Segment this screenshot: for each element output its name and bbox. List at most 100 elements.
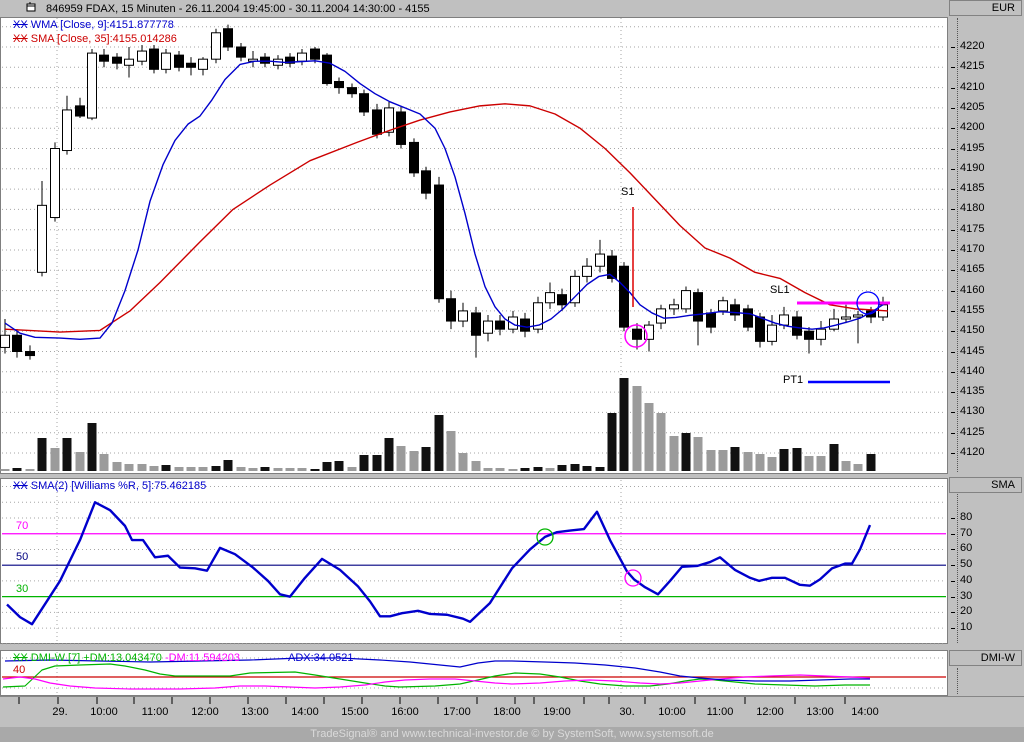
dmi-axis-header: DMI-W <box>949 650 1022 666</box>
window-icon[interactable] <box>26 1 37 16</box>
formula-icon: XX <box>13 480 28 492</box>
price-axis-tick <box>951 128 955 130</box>
s1-signal-text: S1 <box>621 186 635 198</box>
price-axis-tick <box>951 229 955 231</box>
time-axis-label: 19:00 <box>543 706 571 718</box>
footer-credit: TradeSignal® and www.technical-investor.… <box>0 727 1024 742</box>
price-axis-label: 4170 <box>960 243 985 255</box>
price-axis-label: 4210 <box>960 80 985 93</box>
williams-axis-label: 60 <box>960 542 973 555</box>
price-axis-tick <box>951 270 955 272</box>
dmi-axis-tickline <box>957 668 959 694</box>
time-axis-label: 18:00 <box>493 706 521 718</box>
price-axis-label: 4140 <box>960 364 985 377</box>
price-axis-tick <box>951 351 955 353</box>
time-axis-label: 11:00 <box>706 706 734 718</box>
price-axis-tick <box>951 189 955 191</box>
price-axis-label: 4150 <box>960 324 985 337</box>
price-axis-header: EUR <box>949 0 1022 16</box>
formula-icon: XX <box>13 19 28 31</box>
price-axis-label: 4180 <box>960 202 985 215</box>
williams-axis-label: 50 <box>960 558 973 571</box>
legend-sma-text: SMA [Close, 35]:4155.014286 <box>27 33 177 45</box>
price-axis-tick <box>951 371 955 373</box>
price-axis-label: 4205 <box>960 100 985 113</box>
williams-axis-label: 70 <box>960 526 973 539</box>
dmi-level-label-text: 40 <box>13 664 26 676</box>
price-axis-tick <box>951 107 955 109</box>
time-axis-label: 13:00 <box>806 706 834 718</box>
price-axis-tick <box>951 290 955 292</box>
legend-wma: XX WMA [Close, 9]:4151.877778 <box>13 19 174 31</box>
price-axis-tick <box>951 453 955 454</box>
formula-icon: XX <box>13 33 28 45</box>
legend-dmi: XX DMI-W [7] +DM:13.043470 -DM:11.594203 <box>13 652 240 664</box>
williams-axis-tickline <box>957 494 959 643</box>
legend-adx: ADX:34.0521 <box>288 652 353 664</box>
price-axis-header-label: EUR <box>991 2 1015 14</box>
price-axis-tick <box>951 310 955 312</box>
price-axis-label: 4165 <box>960 263 985 276</box>
legend-williams: XX SMA(2) [Williams %R, 5]:75.462185 <box>13 480 206 492</box>
williams-axis-label: 10 <box>960 621 973 634</box>
williams-axis-header-label: SMA <box>991 479 1015 491</box>
williams-axis-label: 30 <box>960 589 973 602</box>
time-axis-label: 30. <box>619 706 635 718</box>
main-price-panel[interactable] <box>0 17 948 474</box>
price-axis-tick <box>951 168 955 170</box>
time-axis-label: 14:00 <box>291 706 319 718</box>
price-axis-label: 4160 <box>960 283 985 296</box>
price-axis-tick <box>951 67 955 69</box>
price-axis-tick <box>951 392 955 394</box>
williams-level-label: 50 <box>16 551 29 564</box>
williams-axis-tick <box>951 596 955 598</box>
time-axis-label: 13:00 <box>241 706 269 718</box>
legend-dmi-plus: DMI-W [7] +DM:13.043470 <box>27 652 162 664</box>
price-axis-label: 4215 <box>960 60 985 73</box>
sl1-stoploss-label: SL1 <box>770 284 790 296</box>
price-axis-label: 4185 <box>960 182 985 195</box>
williams-axis-tick <box>951 533 955 535</box>
time-axis-label: 16:00 <box>391 706 419 718</box>
legend-wma-text: WMA [Close, 9]:4151.877778 <box>27 19 174 31</box>
price-axis-tick <box>951 209 955 211</box>
time-axis-label: 17:00 <box>443 706 471 718</box>
price-axis-label: 4155 <box>960 303 985 316</box>
time-axis-label: 14:00 <box>851 706 879 718</box>
legend-adx-text: ADX:34.0521 <box>288 652 354 664</box>
price-axis-label: 4200 <box>960 121 985 134</box>
price-axis-label: 4175 <box>960 222 985 235</box>
time-axis-label: 10:00 <box>658 706 686 718</box>
price-axis-label: 4195 <box>960 141 985 154</box>
price-axis-label: 4120 <box>960 446 985 458</box>
williams-axis-label: 80 <box>960 511 973 523</box>
williams-axis-tick <box>951 549 955 551</box>
williams-axis-label: 20 <box>960 605 973 618</box>
time-axis-label: 11:00 <box>141 706 169 718</box>
williams-axis-tick <box>951 565 955 567</box>
price-axis-tick <box>951 250 955 251</box>
price-axis-label: 4125 <box>960 425 985 438</box>
williams-axis-tick <box>951 628 955 630</box>
window-title: 846959 FDAX, 15 Minuten - 26.11.2004 19:… <box>46 2 430 15</box>
price-axis-label: 4130 <box>960 405 985 418</box>
time-axis-label: 10:00 <box>90 706 118 718</box>
williams-level-label: 30 <box>16 582 29 595</box>
price-axis-label: 4190 <box>960 161 985 174</box>
sl1-stoploss-text: SL1 <box>770 284 790 296</box>
price-axis-tick <box>951 148 955 150</box>
titlebar: 846959 FDAX, 15 Minuten - 26.11.2004 19:… <box>0 0 1024 17</box>
time-axis-bar <box>0 696 1024 727</box>
pt1-profittarget-label: PT1 <box>783 374 803 386</box>
williams-axis-tick <box>951 518 955 519</box>
price-axis-label: 4145 <box>960 344 985 357</box>
dmi-axis-header-label: DMI-W <box>980 652 1015 664</box>
williams-level-label: 70 <box>16 519 29 532</box>
time-axis-label: 15:00 <box>341 706 369 718</box>
price-axis-tick <box>951 331 955 333</box>
legend-dmi-minus: -DM:11.594203 <box>164 652 240 664</box>
legend-williams-text: SMA(2) [Williams %R, 5]:75.462185 <box>27 480 207 492</box>
price-axis-label: 4135 <box>960 385 985 398</box>
williams-panel[interactable] <box>0 478 948 644</box>
williams-axis-tick <box>951 612 955 614</box>
